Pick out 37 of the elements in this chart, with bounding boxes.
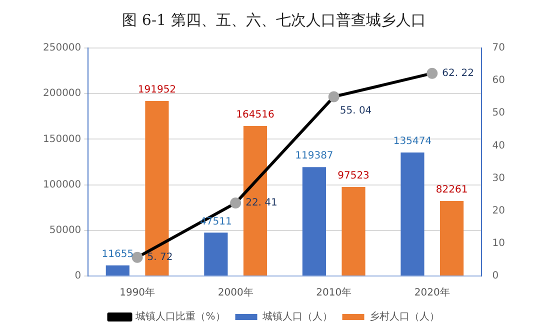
data-label: 164516 (236, 110, 274, 121)
y2-tick-label: 0 (492, 270, 499, 282)
y2-tick-label: 60 (492, 75, 506, 86)
data-label: 82261 (436, 184, 468, 196)
y-tick-label: 200000 (42, 88, 82, 100)
data-label: 55. 04 (340, 105, 372, 116)
y-tick-label: 150000 (42, 134, 82, 145)
bar (400, 152, 424, 276)
x-tick-label: 1990年 (120, 286, 156, 299)
x-tick-label: 2010年 (316, 286, 352, 299)
legend-label: 城镇人口（人） (261, 310, 332, 323)
x-tick-label: 2000年 (218, 286, 254, 299)
y-tick-label: 50000 (49, 224, 82, 236)
x-tick-label: 2020年 (414, 286, 450, 299)
y2-tick-label: 20 (492, 205, 506, 216)
data-label: 135474 (393, 136, 432, 148)
data-label: 191952 (138, 84, 176, 96)
data-label: 11655 (102, 248, 134, 260)
data-label: 97523 (338, 170, 370, 182)
chart-title: 图 6-1 第四、五、六、七次人口普查城乡人口 (122, 10, 426, 29)
y2-tick-label: 70 (492, 42, 506, 54)
y2-tick-label: 40 (492, 140, 506, 152)
y2-tick-label: 30 (492, 172, 506, 184)
y-tick-label: 100000 (42, 179, 82, 190)
y2-tick-label: 50 (492, 108, 506, 119)
y-tick-label: 250000 (42, 42, 82, 54)
data-label: 62. 22 (442, 68, 474, 79)
bar (106, 265, 130, 276)
legend-label: 城镇人口比重（%） (134, 310, 226, 323)
bar (440, 200, 464, 276)
bar (302, 167, 326, 276)
data-label: 119387 (295, 150, 334, 162)
y2-tick-label: 10 (492, 238, 506, 250)
legend-label: 乡村人口（人） (369, 310, 440, 323)
bar (204, 232, 228, 276)
y-tick-label: 0 (74, 270, 82, 282)
bar (342, 187, 366, 276)
